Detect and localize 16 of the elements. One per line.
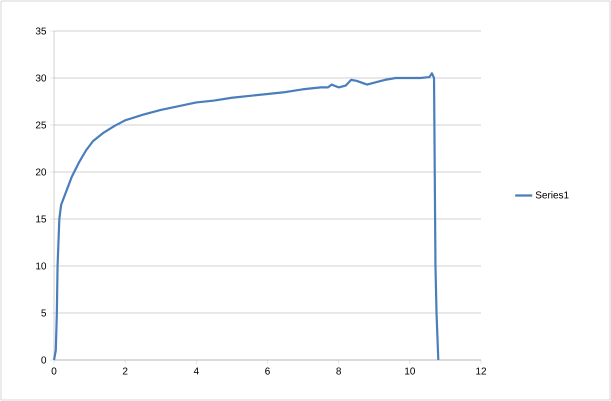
y-tick-label: 25 bbox=[36, 121, 46, 129]
y-tick-label: 10 bbox=[36, 262, 46, 270]
x-tick-label: 4 bbox=[194, 368, 199, 374]
y-tick-label: 20 bbox=[36, 168, 46, 176]
y-tick-label: 0 bbox=[41, 356, 46, 364]
legend-label: Series1 bbox=[536, 191, 569, 198]
y-tick-label: 35 bbox=[36, 27, 46, 35]
x-tick-label: 2 bbox=[122, 368, 128, 374]
x-tick-label: 10 bbox=[405, 368, 415, 375]
x-tick-label: 12 bbox=[476, 368, 486, 374]
x-tick-label: 8 bbox=[336, 368, 342, 375]
x-tick-label: 6 bbox=[265, 368, 270, 375]
x-tick-label: 0 bbox=[52, 368, 56, 375]
y-tick-label: 5 bbox=[41, 310, 46, 316]
y-tick-label: 15 bbox=[36, 216, 46, 222]
y-tick-label: 30 bbox=[36, 74, 46, 82]
